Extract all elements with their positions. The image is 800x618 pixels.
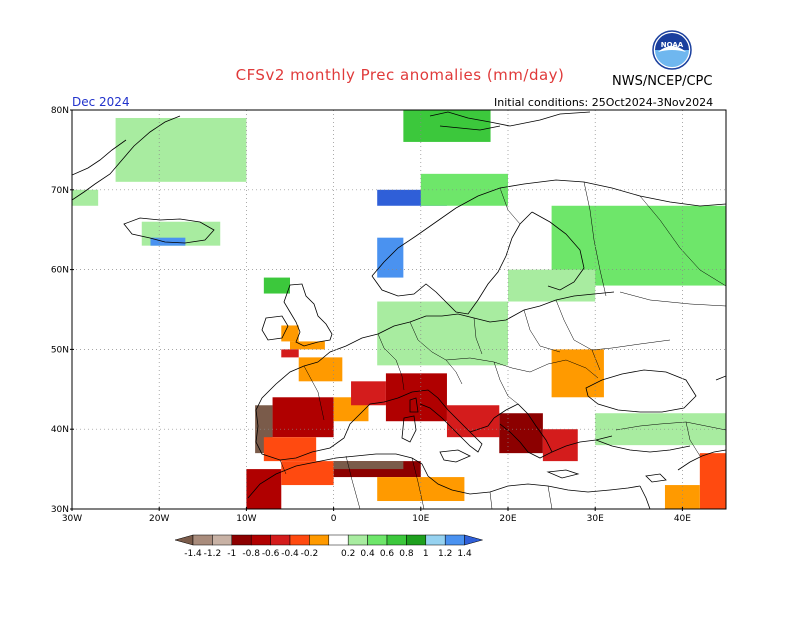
forecast-month: Dec 2024 [72, 95, 130, 109]
organization-label: NWS/NCEP/CPC [612, 74, 713, 89]
latitude-labels: 80N 70N 60N 50N 40N 30N [51, 106, 74, 515]
colorbar: -1.4 -1.2 -1 -0.8 -0.6 -0.4 -0.2 0.2 0.4 0.6 0.8 1 1… [174, 534, 484, 559]
anomaly-cell [542, 429, 578, 462]
initial-conditions: Initial conditions: 25Oct2024-3Nov2024 [494, 96, 714, 109]
anomaly-cell [150, 237, 186, 246]
longitude-labels: 30W 20W 10W 0 10E 20E 30E 40E [62, 507, 691, 524]
latitude-label: 70N [51, 186, 69, 196]
latitude-label: 50N [51, 345, 69, 355]
colorbar-label: 0.8 [399, 549, 414, 559]
colorbar-swatch [425, 534, 446, 546]
colorbar-label: -0.8 [242, 549, 260, 559]
anomaly-cell [377, 301, 508, 366]
anomaly-cell [272, 397, 334, 438]
anomaly-cell [699, 453, 726, 509]
anomaly-cell [351, 381, 386, 406]
colorbar-label: -0.6 [262, 549, 280, 559]
noaa-logo-icon: NOAA [652, 30, 692, 70]
colorbar-swatch [444, 534, 465, 546]
colorbar-swatch [367, 534, 388, 546]
colorbar-label: 0.6 [380, 549, 395, 559]
longitude-label: 20E [499, 514, 516, 524]
longitude-label: 10E [412, 514, 429, 524]
colorbar-label: -1.4 [184, 549, 202, 559]
anomaly-cell [72, 189, 99, 206]
anomaly-cells [72, 110, 726, 509]
anomaly-cell [298, 357, 343, 382]
colorbar-label: 1.2 [438, 549, 452, 559]
anomaly-cell [664, 485, 700, 509]
anomaly-cell [377, 477, 465, 502]
anomaly-cell [281, 461, 334, 486]
anomaly-cell [551, 349, 604, 398]
colorbar-label: -0.2 [301, 549, 319, 559]
colorbar-swatch [347, 534, 368, 546]
colorbar-label: -0.4 [281, 549, 299, 559]
latitude-label: 40N [51, 425, 69, 435]
noaa-logo-text: NOAA [661, 41, 684, 49]
anomaly-cell [508, 269, 596, 302]
anomaly-cell [246, 469, 282, 509]
latitude-label: 60N [51, 266, 69, 276]
colorbar-swatch [212, 534, 233, 546]
map-frame [71, 109, 727, 510]
anomaly-cell [377, 237, 404, 278]
map-title: CFSv2 monthly Prec anomalies (mm/day) [235, 66, 565, 84]
colorbar-label: 0.4 [360, 549, 375, 559]
anomaly-cell [281, 325, 299, 342]
anomaly-cell [403, 110, 491, 142]
colorbar-arrow-left [174, 534, 194, 546]
lat-lon-grid [72, 110, 726, 509]
latitude-label: 80N [51, 106, 69, 116]
colorbar-label: 1 [423, 549, 429, 559]
colorbar-swatch [406, 534, 427, 546]
longitude-label: 40E [674, 514, 691, 524]
colorbar-label: -1 [227, 549, 236, 559]
anomaly-cell [333, 461, 404, 470]
colorbar-label: -1.2 [204, 549, 222, 559]
colorbar-swatch [231, 534, 252, 546]
longitude-label: 30E [587, 514, 604, 524]
longitude-label: 10W [236, 514, 256, 524]
colorbar-swatch [270, 534, 291, 546]
borders [279, 181, 726, 509]
colorbar-swatch [309, 534, 330, 546]
colorbar-label: 0.2 [341, 549, 355, 559]
longitude-label: 20W [149, 514, 169, 524]
anomaly-cell [499, 413, 543, 454]
colorbar-swatch [386, 534, 407, 546]
colorbar-swatch [289, 534, 310, 546]
colorbar-arrow-right [464, 534, 484, 546]
anomaly-cell [263, 277, 290, 294]
anomaly-cell [115, 117, 247, 182]
anomaly-cell [281, 349, 299, 358]
colorbar-swatch [192, 534, 213, 546]
longitude-label: 0 [331, 514, 337, 524]
coastlines [72, 111, 726, 509]
colorbar-swatch [328, 534, 349, 546]
longitude-label: 30W [62, 514, 82, 524]
colorbar-label: 1.4 [457, 549, 472, 559]
colorbar-swatch [250, 534, 271, 546]
latitude-label: 30N [51, 505, 69, 515]
